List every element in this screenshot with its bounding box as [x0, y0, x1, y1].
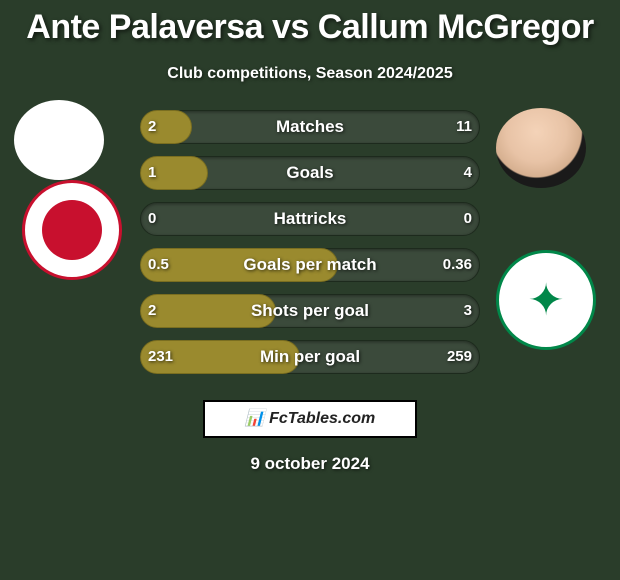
stats-chart: 2 11 Matches 1 4 Goals 0 0 Hattricks 0.5…	[0, 110, 620, 386]
subtitle: Club competitions, Season 2024/2025	[0, 65, 620, 83]
brand-label: FcTables.com	[269, 410, 375, 427]
stat-row-matches: 2 11 Matches	[0, 110, 620, 144]
stat-row-min-per-goal: 231 259 Min per goal	[0, 340, 620, 374]
brand-box: 📊 FcTables.com	[203, 400, 417, 438]
stat-label: Hattricks	[140, 202, 480, 236]
page-title: Ante Palaversa vs Callum McGregor	[0, 0, 620, 47]
chart-icon: 📊	[245, 410, 269, 427]
stat-label: Goals	[140, 156, 480, 190]
date-label: 9 october 2024	[0, 454, 620, 474]
stat-row-shots-per-goal: 2 3 Shots per goal	[0, 294, 620, 328]
stat-row-goals: 1 4 Goals	[0, 156, 620, 190]
stat-label: Goals per match	[140, 248, 480, 282]
stat-row-goals-per-match: 0.5 0.36 Goals per match	[0, 248, 620, 282]
stat-label: Matches	[140, 110, 480, 144]
stat-row-hattricks: 0 0 Hattricks	[0, 202, 620, 236]
stat-label: Min per goal	[140, 340, 480, 374]
stat-label: Shots per goal	[140, 294, 480, 328]
